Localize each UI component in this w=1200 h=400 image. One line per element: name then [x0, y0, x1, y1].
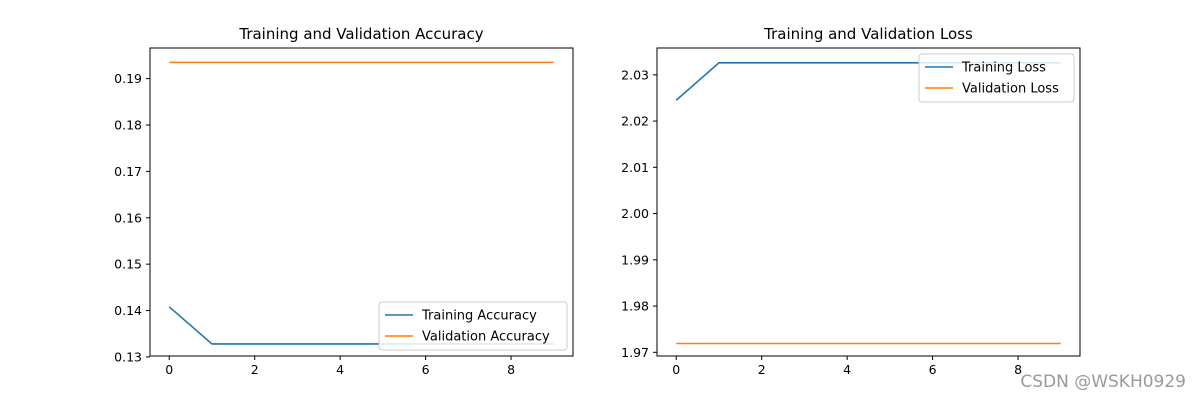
accuracy-legend: Training Accuracy Validation Accuracy — [378, 301, 568, 351]
loss-y-tick-label: 2.03 — [621, 67, 649, 82]
watermark: CSDN @WSKH0929 — [1020, 372, 1186, 392]
loss-chart: Training and Validation Loss 0 2 4 6 8 1.97 1.9… — [621, 25, 1081, 377]
loss-legend-label-training: Training Loss — [961, 61, 1046, 76]
loss-x-tick-label: 2 — [758, 362, 766, 377]
loss-y-tick-label: 1.97 — [621, 345, 649, 360]
accuracy-legend-label-validation: Validation Accuracy — [422, 330, 550, 345]
accuracy-y-tick-label: 0.13 — [114, 349, 142, 364]
accuracy-x-tick-label: 6 — [422, 362, 430, 377]
loss-legend-box — [918, 53, 1075, 103]
loss-x-tick-label: 6 — [929, 362, 937, 377]
accuracy-legend-box — [378, 301, 568, 351]
accuracy-x-tick-label: 2 — [251, 362, 259, 377]
accuracy-legend-label-training: Training Accuracy — [421, 309, 537, 324]
accuracy-x-tick-label: 4 — [336, 362, 344, 377]
loss-legend: Training Loss Validation Loss — [918, 53, 1075, 103]
loss-legend-label-validation: Validation Loss — [962, 82, 1059, 97]
accuracy-chart: Training and Validation Accuracy 0 2 4 6 8 0.1… — [114, 25, 574, 377]
accuracy-y-tick-label: 0.16 — [114, 210, 142, 225]
accuracy-x-tick-label: 0 — [165, 362, 173, 377]
loss-plot-frame — [656, 47, 1081, 357]
loss-x-tick-label: 4 — [843, 362, 851, 377]
loss-x-tick-label: 8 — [1014, 362, 1022, 377]
loss-y-tick-label: 2.00 — [621, 206, 649, 221]
loss-y-tick-label: 1.99 — [621, 252, 649, 267]
accuracy-y-tick-label: 0.17 — [114, 164, 142, 179]
accuracy-y-tick-label: 0.14 — [114, 303, 142, 318]
loss-y-tick-label: 2.01 — [621, 160, 649, 175]
accuracy-y-tick-label: 0.18 — [114, 118, 142, 133]
loss-y-tick-label: 1.98 — [621, 299, 649, 314]
accuracy-chart-title: Training and Validation Accuracy — [238, 25, 483, 43]
loss-x-tick-label: 0 — [672, 362, 680, 377]
loss-y-tick-label: 2.02 — [621, 114, 649, 129]
accuracy-y-tick-label: 0.15 — [114, 257, 142, 272]
accuracy-y-tick-label: 0.19 — [114, 71, 142, 86]
accuracy-x-tick-label: 8 — [507, 362, 515, 377]
loss-chart-title: Training and Validation Loss — [763, 25, 973, 43]
accuracy-plot-frame — [149, 47, 574, 357]
